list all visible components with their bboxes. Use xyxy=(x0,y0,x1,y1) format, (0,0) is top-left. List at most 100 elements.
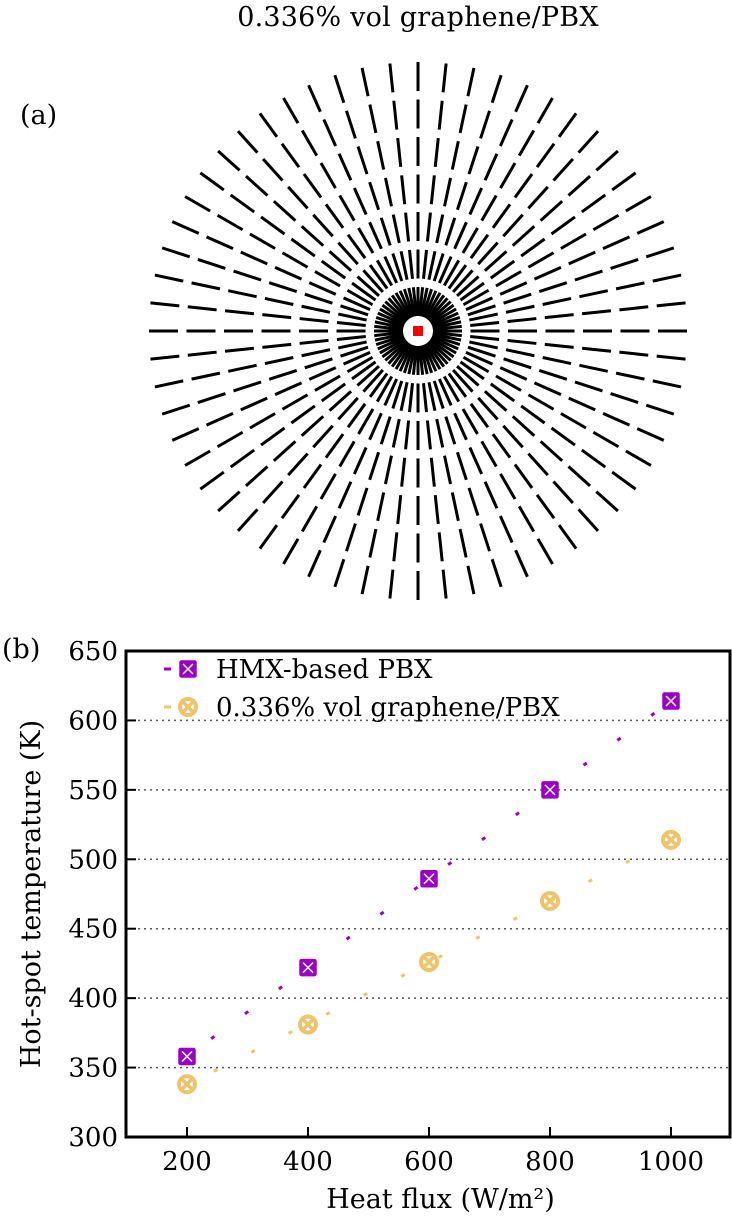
data-point xyxy=(540,890,560,911)
radial-dash xyxy=(407,249,415,279)
radial-dash xyxy=(150,354,180,361)
radial-dash xyxy=(503,292,532,305)
radial-dash xyxy=(333,558,346,588)
radial-dash xyxy=(351,360,377,381)
radial-dash xyxy=(467,146,480,175)
radial-dash xyxy=(340,304,369,317)
radial-dash xyxy=(272,200,297,222)
radial-dash xyxy=(424,343,442,370)
radial-dash xyxy=(240,250,268,266)
radial-dash xyxy=(611,171,637,192)
radial-dash xyxy=(432,331,462,338)
radial-dash xyxy=(216,213,244,232)
radial-dash xyxy=(458,528,468,558)
radial-dash xyxy=(240,396,268,412)
radial-dash xyxy=(224,346,255,353)
radial-dash xyxy=(432,324,462,331)
radial-dash xyxy=(351,281,377,302)
radial-dash xyxy=(636,220,665,235)
radial-dash xyxy=(368,528,378,558)
radial-dash xyxy=(322,515,338,544)
radial-dash xyxy=(390,342,411,368)
radial-dash xyxy=(280,142,301,169)
legend-marker xyxy=(179,660,197,678)
radial-dash xyxy=(150,301,180,308)
radial-dash xyxy=(452,269,474,293)
radial-dash xyxy=(379,307,406,325)
radial-dash xyxy=(430,337,457,355)
radial-dash xyxy=(625,195,652,213)
radial-dash xyxy=(592,213,620,232)
radial-dash xyxy=(197,392,226,404)
radial-dash xyxy=(300,129,319,157)
radial-dash xyxy=(452,369,474,393)
radial-dash xyxy=(444,217,457,246)
radial-dash xyxy=(462,355,490,374)
radial-dash xyxy=(308,366,337,381)
radial-dash xyxy=(435,214,445,244)
data-point xyxy=(541,781,559,799)
hotspot-center-marker xyxy=(413,326,423,336)
radial-dash xyxy=(468,187,484,216)
radial-dash xyxy=(161,403,191,416)
radial-dash xyxy=(320,259,347,280)
radial-dash xyxy=(527,251,555,269)
radial-dash xyxy=(287,185,309,210)
radial-dash xyxy=(619,305,649,312)
radial-dash xyxy=(431,335,459,351)
radial-dash xyxy=(466,67,476,97)
radial-dash xyxy=(244,174,269,197)
radial-dash xyxy=(507,338,537,345)
radial-dash xyxy=(444,416,457,445)
radial-dash xyxy=(552,157,575,182)
radial-dash xyxy=(625,449,652,467)
radial-dash xyxy=(375,315,405,328)
radial-dash xyxy=(505,304,535,314)
radial-dash xyxy=(574,269,603,282)
radial-dash xyxy=(442,375,461,403)
radial-dash xyxy=(199,171,225,192)
radial-dash xyxy=(470,320,500,328)
radial-dash xyxy=(272,440,297,462)
radial-dash xyxy=(477,396,499,421)
x-tick-label: 400 xyxy=(283,1147,333,1177)
radial-dash xyxy=(513,463,534,489)
radial-dash xyxy=(468,446,484,475)
radial-dash xyxy=(368,181,381,211)
radial-dash xyxy=(538,368,568,381)
radial-dash xyxy=(282,97,300,124)
radial-dash xyxy=(280,493,301,520)
radial-dash xyxy=(441,63,448,93)
radial-dash xyxy=(392,100,399,130)
radial-dash xyxy=(652,379,682,389)
radial-dash xyxy=(459,281,485,302)
radial-dash xyxy=(336,334,366,342)
axis-ticks: 300 350 400 450 500 550 600 650 200 400 600 800 1000 xyxy=(68,637,704,1177)
radial-dash xyxy=(229,193,256,214)
radial-dash xyxy=(615,371,645,381)
radial-dash xyxy=(602,235,631,251)
radial-dash xyxy=(499,473,517,500)
radial-dash xyxy=(400,175,407,205)
radial-dash xyxy=(498,515,514,544)
radial-dash xyxy=(447,264,468,290)
radial-dash xyxy=(433,494,440,525)
radial-dash xyxy=(337,241,359,266)
radial-dash xyxy=(557,112,578,138)
radial-dash xyxy=(368,221,383,250)
radial-dash xyxy=(227,289,257,299)
radial-dash xyxy=(429,338,455,359)
radial-dash xyxy=(419,287,429,317)
radial-dash xyxy=(249,232,276,250)
radial-dash xyxy=(342,296,371,312)
radial-dash xyxy=(443,455,453,485)
radial-dash xyxy=(450,140,460,170)
radial-dash xyxy=(453,221,468,250)
radial-dash xyxy=(224,309,255,316)
radial-dash xyxy=(184,195,211,213)
radial-dash xyxy=(421,344,434,374)
radial-dash xyxy=(517,505,536,533)
radial-dash xyxy=(424,292,442,319)
radial-dash xyxy=(437,532,444,562)
radial-dash xyxy=(427,382,437,412)
